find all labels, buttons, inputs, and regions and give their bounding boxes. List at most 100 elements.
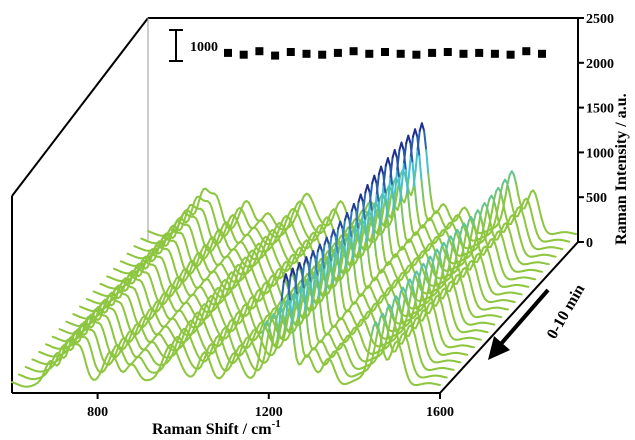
spectrum-segment [307, 263, 312, 284]
spectrum-segment [300, 337, 305, 353]
spectrum-segment [415, 303, 420, 317]
spectrum-segment [151, 284, 156, 294]
spectrum-segment [211, 318, 217, 327]
spectrum-segment [259, 265, 264, 274]
spectrum-segment [443, 314, 448, 326]
spectrum-segment [359, 250, 364, 273]
spectrum-segment [279, 314, 284, 329]
spectrum-segment [435, 281, 440, 294]
spectrum-segment [387, 175, 392, 201]
trend-point [349, 47, 358, 56]
spectrum-segment [391, 184, 396, 211]
spectrum-segment [293, 344, 298, 360]
spectrum-segment [434, 312, 439, 324]
spectrum-segment [95, 335, 100, 346]
spectrum-segment [198, 334, 203, 342]
spectrum-segment [399, 308, 404, 322]
spectrum-segment [388, 191, 393, 208]
spectrum-segment [261, 324, 266, 338]
spectrum-segment [102, 328, 107, 338]
spectrum-segment [92, 358, 97, 368]
spectrum-segment [354, 347, 359, 355]
spectrum-segment [269, 234, 274, 243]
spectrum-segment [458, 232, 463, 244]
spectrum-segment [334, 235, 339, 256]
spectrum-segment [141, 262, 146, 271]
spectrum-segment [282, 331, 287, 342]
spectrum-segment [345, 267, 350, 289]
spectrum-segment [516, 224, 521, 236]
spectrum-segment [452, 316, 457, 326]
spectrum-segment [199, 229, 204, 240]
spectrum-segment [210, 364, 215, 373]
spectrum-segment [445, 266, 450, 278]
spectrum-segment [355, 248, 360, 259]
spectrum-segment [158, 276, 163, 287]
spectrum-segment [409, 142, 414, 164]
spectrum-segment [405, 335, 410, 346]
spectrum-segment [400, 351, 405, 363]
spectrum-segment [477, 278, 482, 289]
spectrum-segment [274, 338, 279, 348]
spectrum-segment [107, 298, 112, 308]
spectrum-segment [135, 269, 140, 279]
spectrum-segment [438, 331, 443, 340]
spectrum-segment [219, 206, 224, 217]
spectrum-segment [461, 284, 466, 296]
spectrum-segment [396, 201, 401, 211]
spectrum-segment [536, 200, 541, 212]
spectrum-segment [206, 222, 211, 232]
spectrum-segment [309, 281, 314, 306]
spectrum-segment [156, 269, 161, 279]
spectrum-segment [280, 280, 285, 302]
spectrum-segment [423, 337, 428, 348]
spectrum-segment [364, 357, 369, 369]
spectrum-segment [160, 284, 165, 293]
spectrum-segment [444, 245, 450, 257]
spectrum-segment [332, 364, 337, 373]
spectrum-segment [456, 259, 461, 272]
spectrum-segment [410, 282, 416, 294]
spectrum-segment [209, 312, 214, 321]
spectrum-segment [350, 236, 355, 262]
spectrum-segment [257, 310, 262, 319]
spectrum-segment [341, 294, 346, 309]
spectrum-segment [345, 349, 350, 358]
spectrum-segment [401, 319, 406, 332]
spectrum-segment [261, 353, 266, 364]
spectrum-segment [493, 214, 498, 226]
spectrum-segment [287, 324, 292, 333]
spectrum-segment [501, 198, 506, 212]
spectrum-segment [495, 247, 500, 259]
spectrum-segment [422, 296, 427, 309]
spectrum-segment [216, 233, 221, 242]
trend-point [224, 48, 232, 57]
trend-point [333, 48, 342, 57]
spectrum-segment [312, 267, 317, 290]
spectrum-segment [419, 284, 424, 299]
spectrum-segment [457, 300, 462, 311]
spectrum-segment [347, 286, 352, 301]
spectrum-segment [394, 328, 399, 340]
spectrum-segment [103, 356, 108, 365]
spectrum-segment [374, 207, 379, 223]
spectrum-segment [486, 222, 491, 234]
spectrum-segment [81, 350, 86, 360]
spectrum-segment [346, 212, 351, 221]
spectrum-segment [108, 321, 113, 331]
spectrum-segment [210, 293, 215, 302]
spectrum-segment [332, 282, 337, 304]
trend-point [506, 50, 515, 59]
spectrum-segment [381, 199, 386, 215]
spectrum-segment [222, 332, 227, 341]
spectrum-segment [432, 281, 437, 293]
spectrum-segment [284, 280, 289, 289]
spectrum-segment [305, 274, 310, 297]
spectrum-segment [131, 307, 136, 317]
spectrum-segment [420, 327, 425, 339]
trend-point [412, 50, 421, 59]
spectrum-segment [274, 316, 279, 329]
spectrum-segment [394, 168, 399, 194]
spectrum-segment [334, 301, 339, 316]
spectrum-segment [360, 209, 365, 234]
